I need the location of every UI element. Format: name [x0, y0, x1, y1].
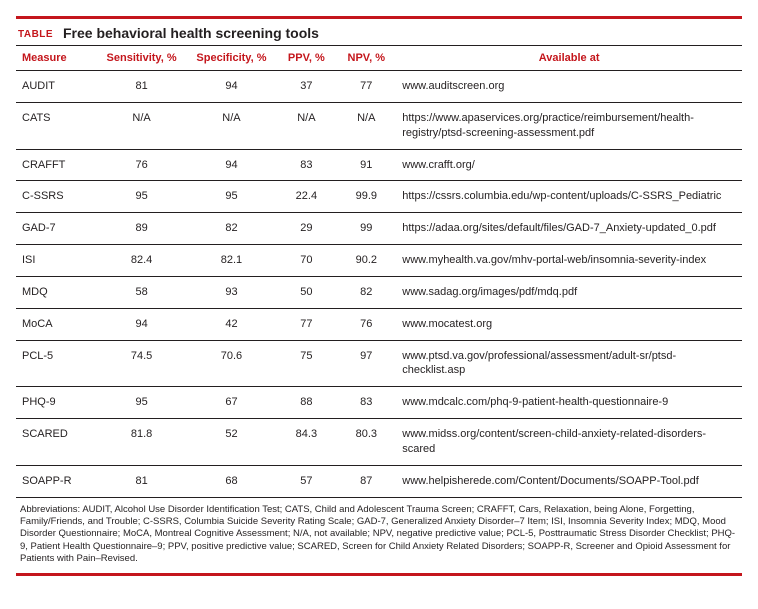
cell-ppv: 22.4 [276, 181, 336, 213]
table-body: AUDIT81943777www.auditscreen.orgCATSN/AN… [16, 71, 742, 498]
cell-measure: AUDIT [16, 71, 97, 103]
cell-sens: 95 [97, 387, 187, 419]
cell-npv: 76 [336, 308, 396, 340]
cell-spec: N/A [187, 102, 277, 149]
cell-url: www.mdcalc.com/phq-9-patient-health-ques… [396, 387, 742, 419]
table-title-row: TABLE Free behavioral health screening t… [16, 19, 742, 45]
table-title: Free behavioral health screening tools [63, 25, 319, 41]
cell-measure: MDQ [16, 276, 97, 308]
cell-measure: PCL-5 [16, 340, 97, 387]
cell-sens: 74.5 [97, 340, 187, 387]
cell-url: www.sadag.org/images/pdf/mdq.pdf [396, 276, 742, 308]
cell-url: www.helpisherede.com/Content/Documents/S… [396, 465, 742, 497]
cell-spec: 93 [187, 276, 277, 308]
header-row: MeasureSensitivity, %Specificity, %PPV, … [16, 46, 742, 71]
cell-sens: 81 [97, 71, 187, 103]
cell-sens: 94 [97, 308, 187, 340]
cell-url: www.crafft.org/ [396, 149, 742, 181]
cell-spec: 52 [187, 419, 277, 466]
cell-ppv: 37 [276, 71, 336, 103]
cell-measure: ISI [16, 245, 97, 277]
col-header-npv: NPV, % [336, 46, 396, 71]
cell-sens: 81 [97, 465, 187, 497]
cell-spec: 95 [187, 181, 277, 213]
cell-sens: 95 [97, 181, 187, 213]
cell-ppv: 88 [276, 387, 336, 419]
cell-url: www.midss.org/content/screen-child-anxie… [396, 419, 742, 466]
cell-ppv: 75 [276, 340, 336, 387]
table-label: TABLE [18, 29, 53, 40]
cell-ppv: 57 [276, 465, 336, 497]
table-row: AUDIT81943777www.auditscreen.org [16, 71, 742, 103]
table-row: ISI82.482.17090.2www.myhealth.va.gov/mhv… [16, 245, 742, 277]
cell-url: https://cssrs.columbia.edu/wp-content/up… [396, 181, 742, 213]
cell-url: https://adaa.org/sites/default/files/GAD… [396, 213, 742, 245]
cell-npv: 90.2 [336, 245, 396, 277]
cell-spec: 67 [187, 387, 277, 419]
cell-npv: 97 [336, 340, 396, 387]
cell-ppv: 83 [276, 149, 336, 181]
cell-npv: 87 [336, 465, 396, 497]
cell-npv: N/A [336, 102, 396, 149]
table-row: MoCA94427776www.mocatest.org [16, 308, 742, 340]
cell-sens: 58 [97, 276, 187, 308]
table-row: PHQ-995678883www.mdcalc.com/phq-9-patien… [16, 387, 742, 419]
screening-tools-table: MeasureSensitivity, %Specificity, %PPV, … [16, 45, 742, 498]
table-row: SOAPP-R81685787www.helpisherede.com/Cont… [16, 465, 742, 497]
table-row: GAD-789822999https://adaa.org/sites/defa… [16, 213, 742, 245]
cell-measure: CRAFFT [16, 149, 97, 181]
screening-tools-table-container: TABLE Free behavioral health screening t… [16, 16, 742, 576]
table-row: C-SSRS959522.499.9https://cssrs.columbia… [16, 181, 742, 213]
cell-npv: 99 [336, 213, 396, 245]
cell-url: www.myhealth.va.gov/mhv-portal-web/insom… [396, 245, 742, 277]
col-header-sens: Sensitivity, % [97, 46, 187, 71]
cell-measure: MoCA [16, 308, 97, 340]
cell-npv: 77 [336, 71, 396, 103]
table-row: CATSN/AN/AN/AN/Ahttps://www.apaservices.… [16, 102, 742, 149]
cell-ppv: 77 [276, 308, 336, 340]
table-row: CRAFFT76948391www.crafft.org/ [16, 149, 742, 181]
col-header-url: Available at [396, 46, 742, 71]
cell-sens: 82.4 [97, 245, 187, 277]
cell-npv: 91 [336, 149, 396, 181]
cell-measure: CATS [16, 102, 97, 149]
cell-spec: 70.6 [187, 340, 277, 387]
cell-measure: C-SSRS [16, 181, 97, 213]
col-header-measure: Measure [16, 46, 97, 71]
cell-url: https://www.apaservices.org/practice/rei… [396, 102, 742, 149]
cell-spec: 82 [187, 213, 277, 245]
cell-ppv: N/A [276, 102, 336, 149]
cell-measure: SOAPP-R [16, 465, 97, 497]
cell-ppv: 50 [276, 276, 336, 308]
table-head: MeasureSensitivity, %Specificity, %PPV, … [16, 46, 742, 71]
cell-ppv: 84.3 [276, 419, 336, 466]
cell-spec: 68 [187, 465, 277, 497]
table-footnote: Abbreviations: AUDIT, Alcohol Use Disord… [16, 498, 742, 574]
cell-url: www.ptsd.va.gov/professional/assessment/… [396, 340, 742, 387]
col-header-spec: Specificity, % [187, 46, 277, 71]
cell-ppv: 70 [276, 245, 336, 277]
cell-npv: 80.3 [336, 419, 396, 466]
cell-url: www.auditscreen.org [396, 71, 742, 103]
cell-ppv: 29 [276, 213, 336, 245]
table-row: SCARED81.85284.380.3www.midss.org/conten… [16, 419, 742, 466]
cell-sens: 81.8 [97, 419, 187, 466]
cell-measure: PHQ-9 [16, 387, 97, 419]
cell-measure: GAD-7 [16, 213, 97, 245]
cell-spec: 82.1 [187, 245, 277, 277]
cell-spec: 94 [187, 71, 277, 103]
col-header-ppv: PPV, % [276, 46, 336, 71]
cell-sens: N/A [97, 102, 187, 149]
cell-npv: 99.9 [336, 181, 396, 213]
cell-spec: 94 [187, 149, 277, 181]
table-row: MDQ58935082www.sadag.org/images/pdf/mdq.… [16, 276, 742, 308]
cell-npv: 82 [336, 276, 396, 308]
cell-npv: 83 [336, 387, 396, 419]
cell-sens: 89 [97, 213, 187, 245]
cell-measure: SCARED [16, 419, 97, 466]
table-row: PCL-574.570.67597www.ptsd.va.gov/profess… [16, 340, 742, 387]
cell-sens: 76 [97, 149, 187, 181]
cell-url: www.mocatest.org [396, 308, 742, 340]
cell-spec: 42 [187, 308, 277, 340]
